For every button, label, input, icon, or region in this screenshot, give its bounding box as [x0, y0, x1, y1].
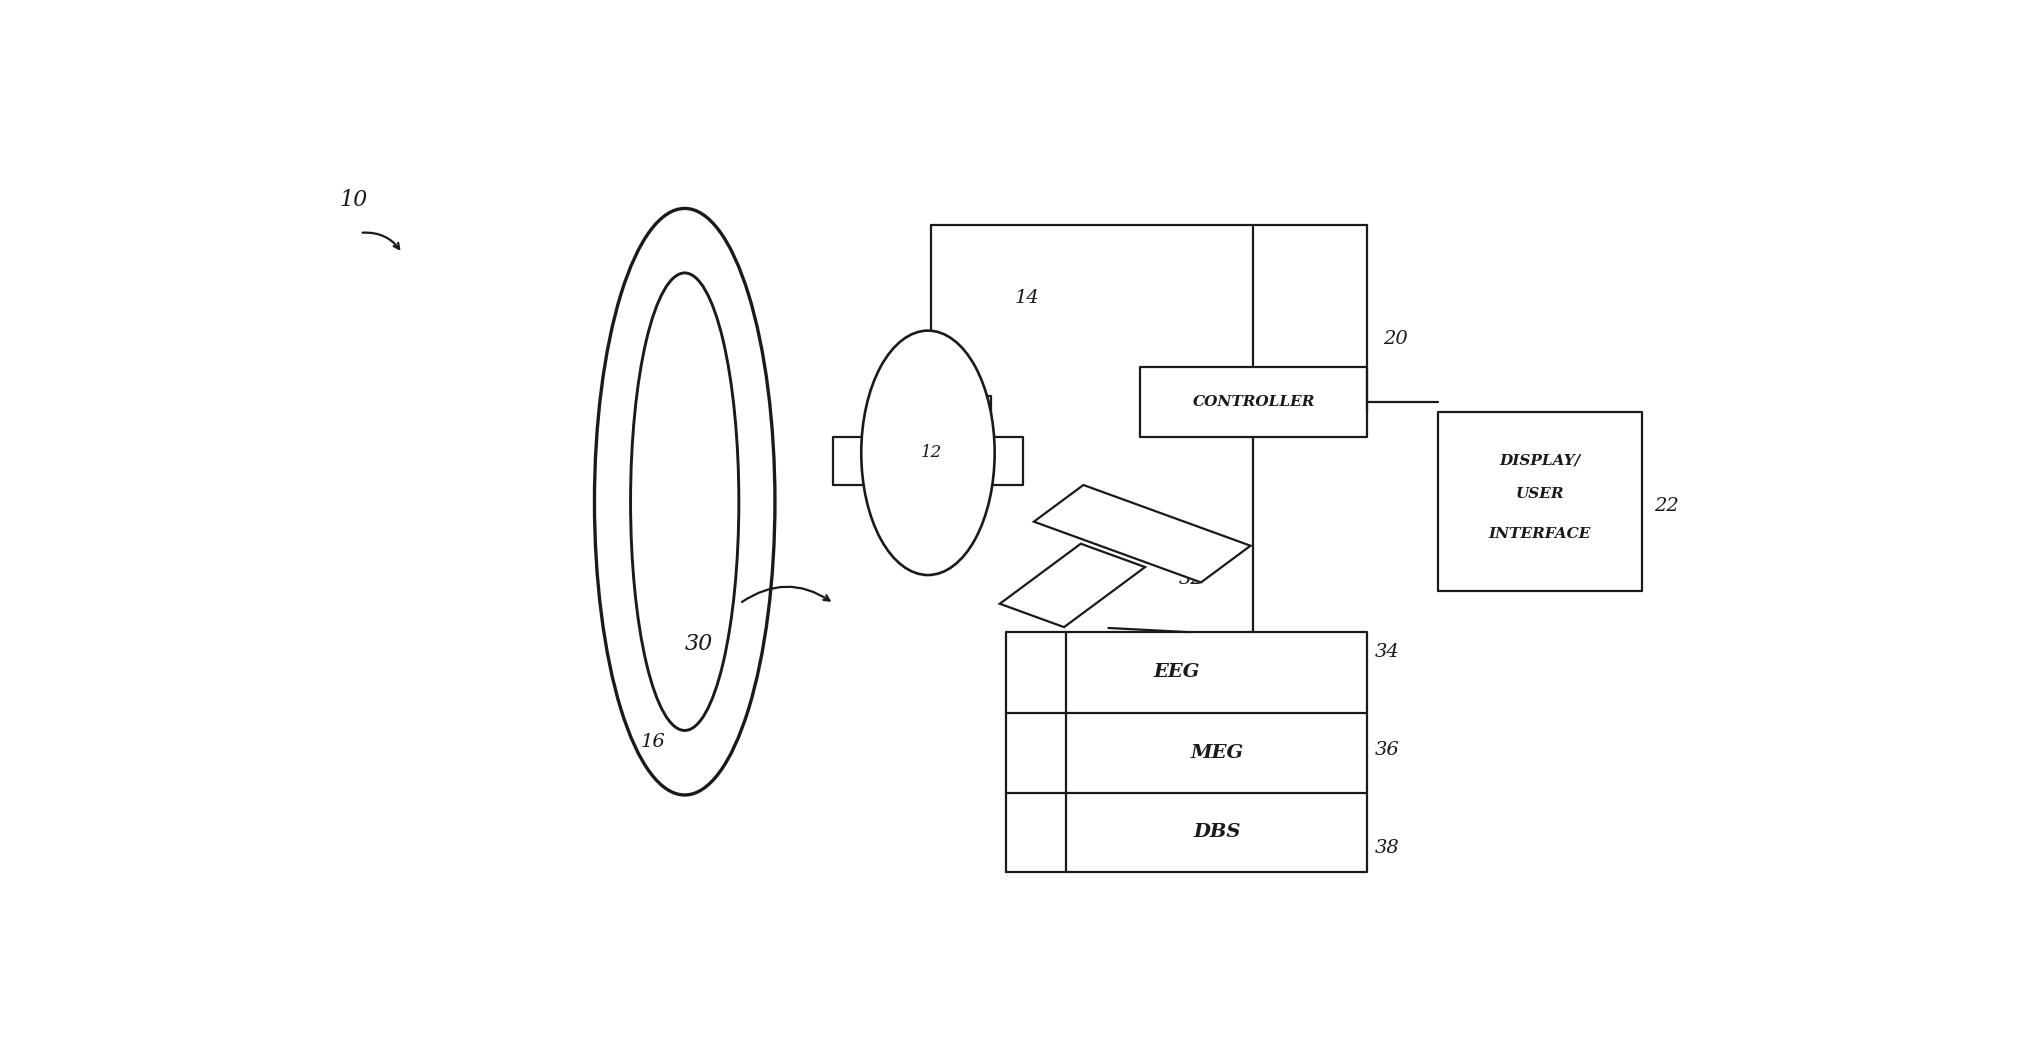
- Text: 14: 14: [1015, 289, 1039, 307]
- Text: 10: 10: [340, 189, 369, 212]
- Text: DBS: DBS: [1193, 823, 1241, 841]
- Text: 22: 22: [1654, 497, 1679, 515]
- Text: 20: 20: [1383, 330, 1407, 348]
- Text: 34: 34: [1375, 643, 1399, 661]
- Text: 32: 32: [1179, 570, 1203, 588]
- Text: DISPLAY/: DISPLAY/: [1498, 454, 1582, 468]
- Ellipse shape: [861, 331, 994, 576]
- Text: 38: 38: [1375, 839, 1399, 857]
- Text: 30: 30: [684, 634, 713, 655]
- FancyBboxPatch shape: [1000, 544, 1144, 627]
- Text: INTERFACE: INTERFACE: [1488, 527, 1592, 542]
- Text: EEG: EEG: [1154, 663, 1201, 681]
- Text: 36: 36: [1375, 742, 1399, 760]
- FancyBboxPatch shape: [1035, 485, 1251, 583]
- Text: 12: 12: [921, 444, 942, 461]
- Text: 16: 16: [642, 733, 666, 751]
- Text: CONTROLLER: CONTROLLER: [1193, 395, 1314, 408]
- Text: MEG: MEG: [1191, 744, 1243, 762]
- Text: USER: USER: [1517, 487, 1563, 500]
